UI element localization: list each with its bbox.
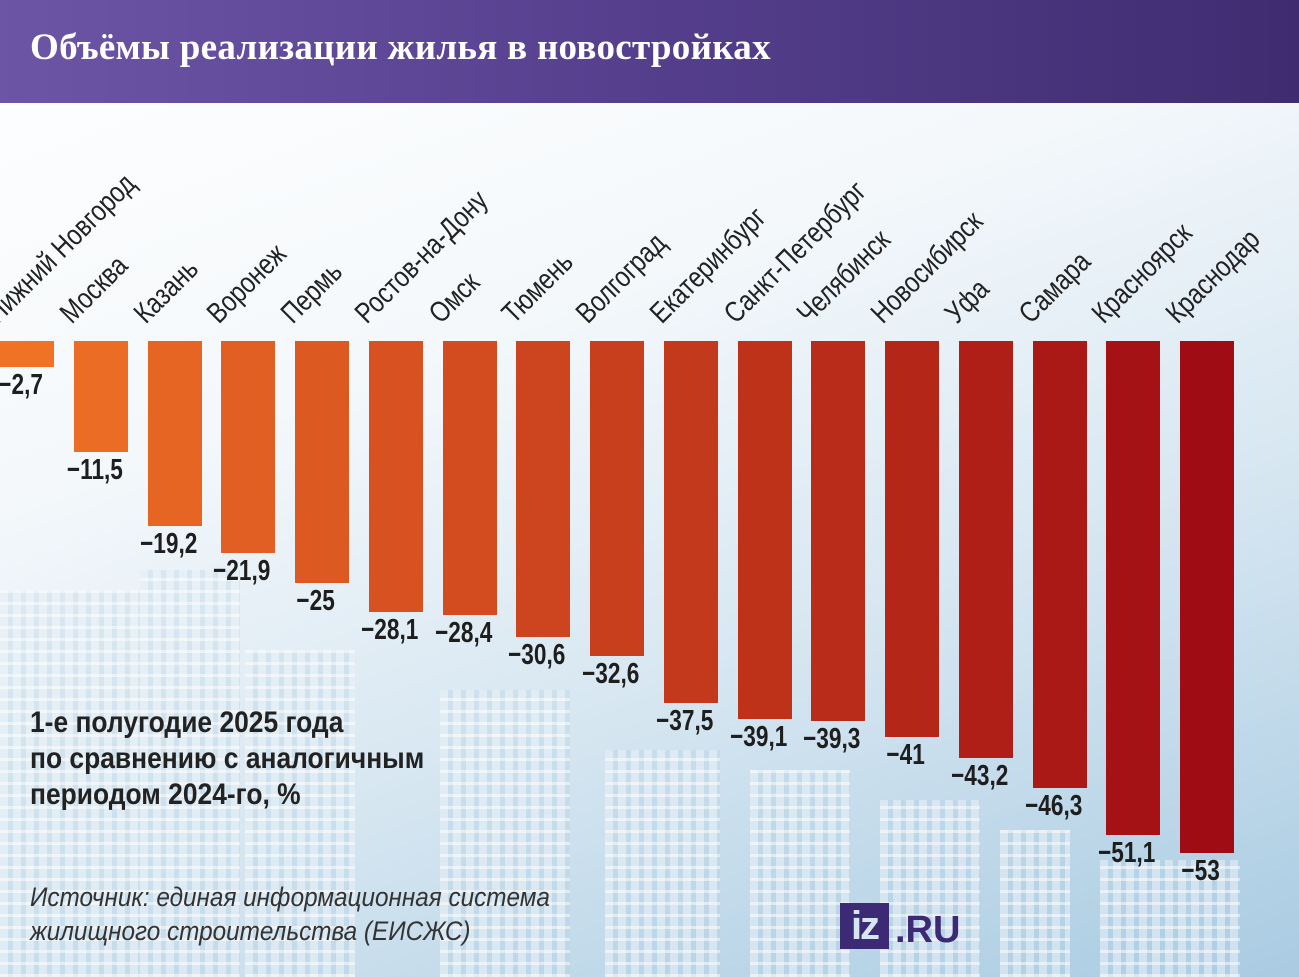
value-text: −37,5: [656, 705, 714, 738]
value-text: −19,2: [140, 528, 198, 561]
value-label: −51,1: [1082, 837, 1172, 870]
bar: [885, 341, 939, 738]
subtitle-line: 1-е полугодие 2025 года: [30, 706, 344, 739]
value-label: −11,5: [50, 454, 140, 487]
category-text: Омск: [423, 266, 487, 330]
bar: [1033, 341, 1087, 789]
chart-subtitle: 1-е полугодие 2025 года по сравнению с ан…: [30, 705, 424, 813]
building-decoration: [0, 590, 140, 977]
bar: [1180, 341, 1234, 853]
building-decoration: [880, 800, 980, 977]
value-label: −21,9: [197, 555, 287, 588]
bar: [959, 341, 1013, 759]
value-text: −39,1: [730, 720, 788, 753]
value-label: −43,2: [935, 760, 1025, 793]
category-text: Казань: [128, 253, 205, 330]
value-text: −25: [296, 584, 336, 617]
value-label: −39,3: [787, 723, 877, 756]
source-note: Источник: единая информационная система ж…: [30, 880, 550, 948]
subtitle-line: по сравнению с аналогичным: [30, 742, 425, 775]
header-bar: Объёмы реализации жилья в новостройках: [0, 0, 1299, 103]
value-label: −53: [1156, 855, 1246, 888]
chart-title: Объёмы реализации жилья в новостройках: [30, 27, 771, 68]
value-text: −46,3: [1025, 790, 1083, 823]
value-label: −2,7: [0, 369, 66, 402]
source-line: жилищного строительства (ЕИСЖС): [30, 916, 471, 946]
building-decoration: [1100, 860, 1240, 977]
logo-box: iz: [840, 903, 889, 949]
value-text: −21,9: [213, 554, 271, 587]
bar: [295, 341, 349, 583]
bar: [0, 341, 54, 368]
value-text: −43,2: [951, 760, 1009, 793]
bar: [369, 341, 423, 613]
category-text: Ростов-на-Дону: [349, 184, 495, 330]
building-decoration: [750, 770, 850, 977]
value-text: −28,1: [361, 614, 419, 647]
building-decoration: [245, 650, 355, 977]
category-text: Уфа: [939, 273, 996, 330]
category-text: Тюмень: [496, 246, 580, 330]
value-label: −32,6: [566, 658, 656, 691]
value-label: −28,1: [345, 614, 435, 647]
building-decoration: [605, 750, 720, 977]
value-label: −41: [861, 739, 951, 772]
value-label: −30,6: [492, 639, 582, 672]
source-line: Источник: единая информационная система: [30, 882, 550, 912]
bar: [443, 341, 497, 616]
bar: [811, 341, 865, 721]
value-text: −2,7: [0, 369, 44, 402]
bar: [664, 341, 718, 704]
value-text: −41: [886, 739, 926, 772]
value-text: −53: [1181, 855, 1221, 887]
bar: [1106, 341, 1160, 835]
value-label: −25: [271, 585, 361, 618]
bar: [221, 341, 275, 553]
subtitle-line: периодом 2024-го, %: [30, 778, 301, 811]
building-decoration: [1000, 830, 1070, 977]
value-label: −37,5: [640, 705, 730, 738]
building-decoration: [140, 570, 240, 977]
value-label: −28,4: [419, 617, 509, 650]
value-label: −19,2: [124, 528, 214, 561]
bar: [516, 341, 570, 637]
value-label: −39,1: [714, 721, 804, 754]
building-decoration: [440, 690, 570, 977]
category-label: Омск: [423, 259, 494, 330]
value-text: −39,3: [803, 722, 861, 755]
value-text: −28,4: [435, 617, 493, 650]
bar: [74, 341, 128, 453]
category-text: Воронеж: [201, 238, 293, 330]
value-text: −11,5: [67, 454, 123, 487]
category-label: Уфа: [939, 266, 1003, 330]
bar: [738, 341, 792, 719]
value-text: −30,6: [508, 638, 566, 671]
logo-suffix: .RU: [895, 909, 961, 951]
value-text: −51,1: [1098, 836, 1156, 869]
value-label: −46,3: [1009, 790, 1099, 823]
bar: [590, 341, 644, 656]
value-text: −32,6: [582, 657, 640, 690]
bar: [148, 341, 202, 527]
iz-ru-logo: iz .RU: [840, 903, 961, 951]
category-text: Пермь: [275, 255, 349, 330]
category-text: Самара: [1013, 245, 1098, 330]
